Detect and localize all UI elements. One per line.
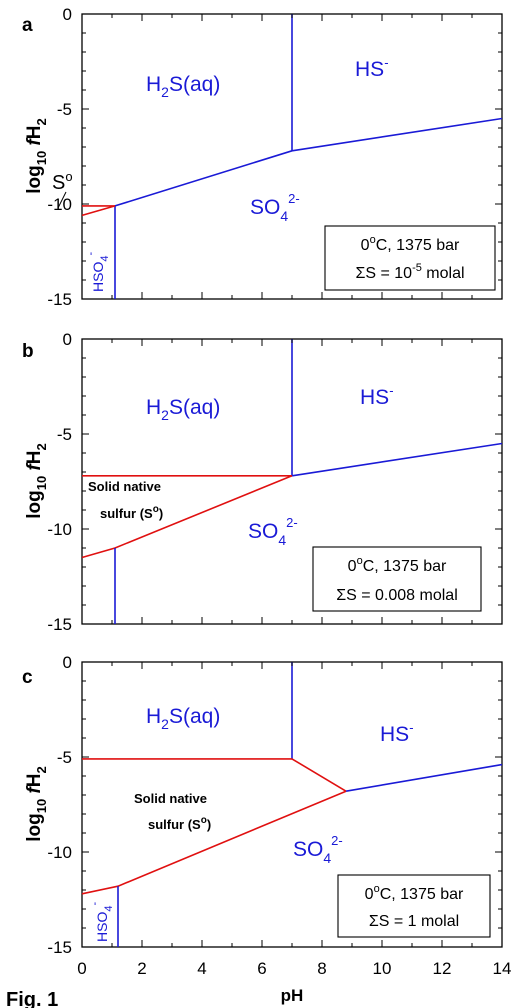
x-axis-label: pH (281, 986, 304, 1005)
xtick-label: 8 (317, 959, 326, 978)
conditions-frame (324, 225, 496, 291)
ticks-c (81, 661, 503, 948)
panel-label-c: c (22, 667, 33, 688)
region-label-native-sulfur-2: sulfur (So) (100, 504, 163, 521)
ytick-label: -15 (47, 290, 72, 309)
panel-c: c 0 -5 -10 -15 0 2 4 6 8 10 12 14 pH log… (22, 653, 511, 1005)
conditions-line-1: 0oC, 1375 bar (361, 234, 460, 254)
xtick-label: 12 (433, 959, 452, 978)
sulfur-boundary-line (291, 758, 347, 792)
conditions-line-2: ΣS = 10-5 molal (355, 262, 464, 282)
xtick-label: 6 (257, 959, 266, 978)
ytick-label: -15 (47, 615, 72, 634)
aqueous-boundary-line (114, 150, 293, 207)
panel-b: b 0 -5 -10 -15 log10 fH2 H2S(aq) HS- SO4… (22, 330, 503, 634)
region-label-so4: SO42- (293, 833, 343, 866)
conditions-line-2: ΣS = 0.008 molal (336, 587, 458, 604)
region-label-hso4: HSO4- (89, 902, 115, 942)
ytick-label: -5 (57, 748, 72, 767)
boundary-lines-c (81, 662, 503, 947)
conditions-box-a: 0oC, 1375 bar ΣS = 10-5 molal (324, 225, 496, 291)
conditions-line-2: ΣS = 1 molal (369, 913, 459, 930)
xtick-label: 0 (77, 959, 86, 978)
y-axis-label-b: log10 fH2 (24, 443, 49, 519)
region-label-so4: SO42- (248, 515, 298, 548)
panel-label-a: a (22, 15, 33, 36)
ytick-label: 0 (63, 5, 72, 24)
aqueous-boundary-line (291, 442, 503, 477)
aqueous-boundary-line (291, 117, 503, 152)
panel-label-b: b (22, 341, 34, 362)
ytick-label: 0 (63, 653, 72, 672)
conditions-box-b: 0oC, 1375 bar ΣS = 0.008 molal (312, 546, 482, 612)
aqueous-boundary-line (345, 763, 503, 792)
conditions-frame (337, 874, 491, 938)
region-label-h2s: H2S(aq) (146, 705, 220, 732)
conditions-frame (312, 546, 482, 612)
region-label-h2s: H2S(aq) (146, 73, 220, 100)
ytick-label: -10 (47, 843, 72, 862)
region-label-hs: HS- (355, 55, 389, 81)
boundary-lines-b (81, 339, 503, 624)
ytick-label: -5 (57, 100, 72, 119)
ytick-label: 0 (63, 330, 72, 349)
ticks-a (81, 13, 503, 300)
conditions-line-1: 0oC, 1375 bar (348, 555, 447, 575)
y-axis-label-a: log10 fH2 (24, 118, 49, 194)
xtick-label: 14 (493, 959, 512, 978)
ytick-label: -10 (47, 520, 72, 539)
sulfur-boundary-line (81, 205, 116, 217)
conditions-box-c: 0oC, 1375 bar ΣS = 1 molal (337, 874, 491, 938)
region-label-native-sulfur-1: Solid native (88, 479, 161, 494)
region-label-hs: HS- (380, 720, 414, 746)
region-label-so4: SO42- (250, 191, 300, 224)
ytick-label: -15 (47, 938, 72, 957)
xtick-label: 2 (137, 959, 146, 978)
xtick-label: 10 (373, 959, 392, 978)
region-label-hso4: HSO4- (85, 252, 111, 292)
sulfur-leader-line (57, 191, 67, 209)
region-label-native-sulfur-1: Solid native (134, 791, 207, 806)
region-label-hs: HS- (360, 383, 394, 409)
region-label-sulfur: So (52, 169, 73, 194)
boundary-lines-a (81, 14, 503, 299)
region-label-h2s: H2S(aq) (146, 396, 220, 423)
panel-a: a 0 -5 -10 -15 log10 fH2 H2S(aq) HS- SO4… (22, 5, 503, 309)
region-label-native-sulfur-2: sulfur (So) (148, 815, 211, 832)
figure-label: Fig. 1 (6, 989, 58, 1008)
xtick-label: 4 (197, 959, 206, 978)
y-axis-label-c: log10 fH2 (24, 766, 49, 842)
conditions-line-1: 0oC, 1375 bar (365, 883, 464, 903)
ticks-b (81, 338, 503, 625)
ytick-label: -5 (57, 425, 72, 444)
